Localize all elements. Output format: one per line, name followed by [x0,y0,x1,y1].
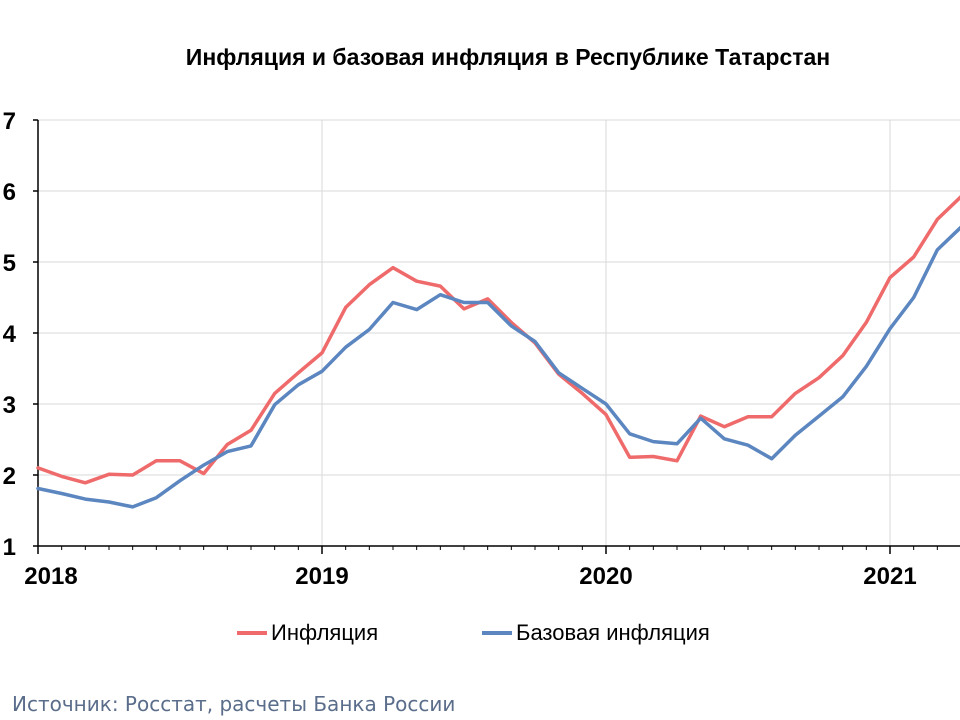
y-tick-label: 3 [3,392,16,419]
series-lines [36,195,960,509]
y-tick-label: 5 [3,250,16,277]
legend-swatch-inflation [237,631,267,635]
y-tick-label: 4 [3,321,17,348]
legend-item-core-inflation: Базовая инфляция [482,620,710,646]
series-line-inflation [36,195,960,485]
y-tick-labels: 1 2 3 4 5 6 7 [3,108,38,561]
chart-title: Инфляция и базовая инфляция в Республике… [185,44,831,70]
legend: Инфляция Базовая инфляция [0,620,960,650]
y-tick-label: 2 [3,463,16,490]
series-line-core-inflation [36,225,960,509]
source-note: Источник: Росстат, расчеты Банка России [12,692,456,716]
legend-label-inflation: Инфляция [271,620,379,645]
y-tick-label: 6 [3,179,16,206]
y-tick-label: 7 [3,108,16,135]
x-tick-label: 2019 [295,563,348,590]
legend-item-inflation: Инфляция [237,620,378,646]
legend-swatch-core-inflation [482,631,512,635]
x-tick-label: 2018 [24,563,77,590]
x-tick-label: 2021 [863,563,916,590]
y-tick-label: 1 [3,534,16,561]
x-tick-label: 2020 [579,563,632,590]
legend-label-core-inflation: Базовая инфляция [516,620,710,645]
x-tick-labels: 2018 2019 2020 2021 [24,546,938,590]
